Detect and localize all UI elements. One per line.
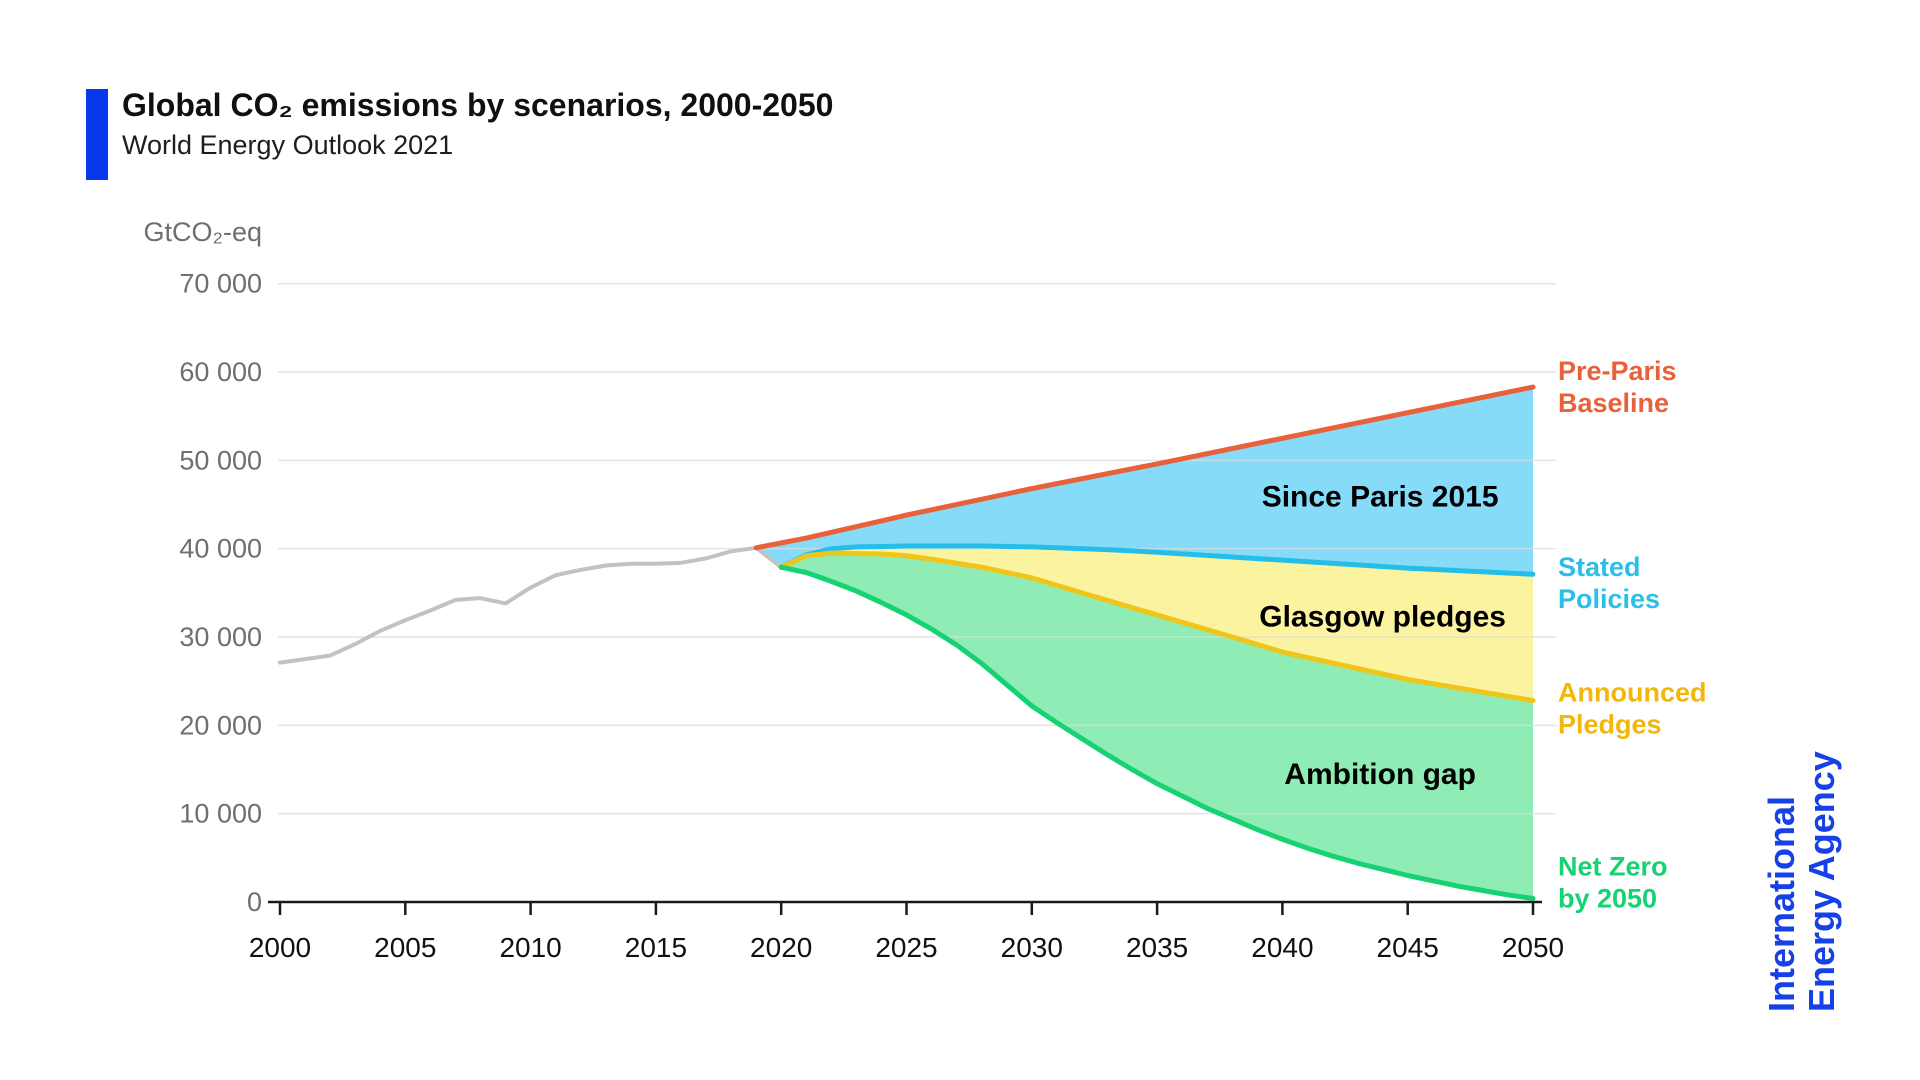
x-tick-label: 2050 (1502, 932, 1564, 963)
x-tick-label: 2030 (1001, 932, 1063, 963)
line-announced-pledges (778, 550, 1536, 704)
accent-bar (86, 89, 108, 180)
line-net-zero-by-2050 (778, 564, 1536, 901)
y-axis-unit-label: GtCO₂-eq (143, 217, 262, 247)
x-tick-label: 2005 (374, 932, 436, 963)
area-since-paris-2015 (756, 387, 1533, 575)
iea-logo-line-2: Energy Agency (1801, 751, 1842, 1012)
page-subtitle: World Energy Outlook 2021 (122, 130, 454, 160)
line-stated-policies (778, 543, 1536, 577)
header-text: Global CO₂ emissions by scenarios, 2000-… (122, 87, 833, 161)
x-tick-label: 2040 (1251, 932, 1313, 963)
iea-logo: International Energy Agency (1761, 692, 1842, 1012)
y-tick-label: 50 000 (179, 445, 262, 475)
page-title: Global CO₂ emissions by scenarios, 2000-… (122, 87, 834, 123)
scenario-label-announced: Announced Pledges (1558, 678, 1707, 740)
y-tick-label: 40 000 (179, 534, 262, 564)
scenario-label-pre-paris: Pre-Paris Baseline (1558, 356, 1677, 418)
area-glasgow-pledges (781, 546, 1533, 701)
x-tick-label: 2045 (1377, 932, 1439, 963)
y-tick-label: 20 000 (179, 710, 262, 740)
area-label-glasgow-pledges: Glasgow pledges (1259, 601, 1506, 634)
x-tick-label: 2015 (625, 932, 687, 963)
y-tick-label: 30 000 (179, 622, 262, 652)
y-tick-label: 10 000 (179, 799, 262, 829)
x-tick-label: 2025 (875, 932, 937, 963)
x-tick-label: 2000 (249, 932, 311, 963)
scenario-label-net-zero: Net Zero by 2050 (1558, 852, 1668, 914)
y-tick-label: 60 000 (179, 357, 262, 387)
x-tick-label: 2035 (1126, 932, 1188, 963)
y-tick-label: 70 000 (179, 269, 262, 299)
iea-logo-line-1: International (1761, 795, 1802, 1012)
area-label-since-paris-2015: Since Paris 2015 (1262, 481, 1499, 514)
scenario-label-stated: Stated Policies (1558, 552, 1660, 614)
x-tick-label: 2010 (499, 932, 561, 963)
y-tick-label: 0 (247, 887, 262, 917)
x-tick-label: 2020 (750, 932, 812, 963)
line-pre-paris-baseline (753, 384, 1536, 551)
area-label-ambition-gap: Ambition gap (1284, 758, 1476, 791)
line-historical (278, 545, 784, 665)
